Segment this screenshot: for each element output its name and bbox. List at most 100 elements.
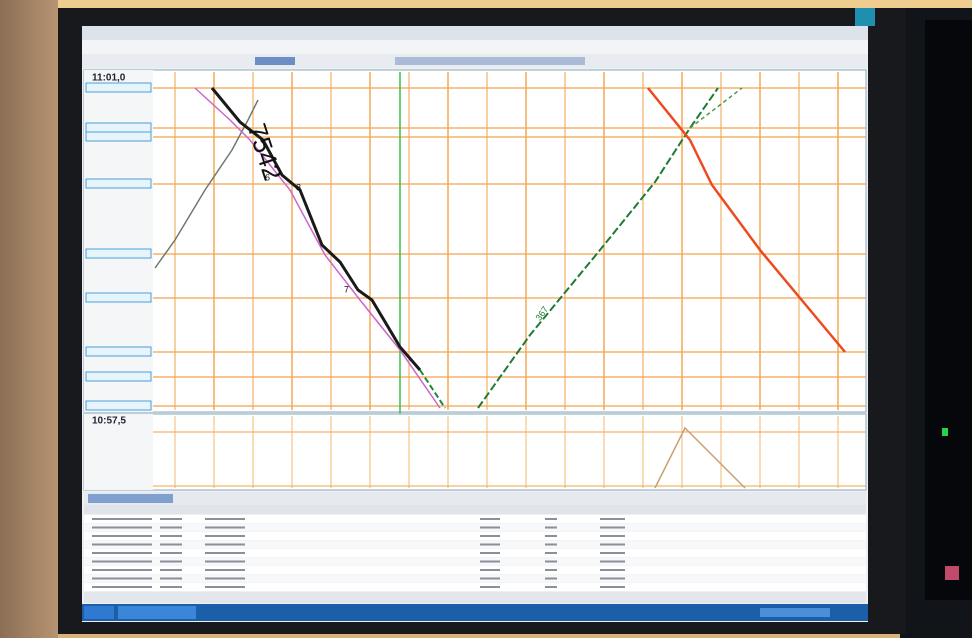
log-cell xyxy=(600,586,625,588)
log-cell xyxy=(480,544,500,546)
station-box xyxy=(86,123,151,132)
log-row xyxy=(84,515,866,523)
log-cell xyxy=(600,544,625,546)
side-icon xyxy=(945,566,959,580)
log-cell xyxy=(205,586,245,588)
left-wall xyxy=(0,0,58,638)
log-cell xyxy=(92,586,152,588)
log-cell xyxy=(480,586,500,588)
log-cell xyxy=(480,552,500,554)
log-cell xyxy=(160,527,182,529)
log-cell xyxy=(480,561,500,563)
graph-panel xyxy=(84,70,866,412)
log-cell xyxy=(92,561,152,563)
log-rows xyxy=(84,515,866,591)
start-button[interactable] xyxy=(84,606,114,619)
log-cell xyxy=(545,569,557,571)
log-cell xyxy=(480,535,500,537)
log-cell xyxy=(480,578,500,580)
log-cell xyxy=(480,527,500,529)
log-cell xyxy=(160,569,182,571)
log-cell xyxy=(160,535,182,537)
log-cell xyxy=(600,535,625,537)
log-row xyxy=(84,549,866,557)
side-screen xyxy=(925,20,972,600)
station-box xyxy=(86,179,151,188)
log-cell xyxy=(92,578,152,580)
toolbar-icons[interactable] xyxy=(395,57,585,65)
log-cell xyxy=(160,561,182,563)
station-box xyxy=(86,401,151,410)
taskbar-app[interactable] xyxy=(118,606,196,619)
log-toolbar xyxy=(84,492,866,505)
clock: 11:01,0 xyxy=(92,73,126,84)
log-cell xyxy=(205,561,245,563)
menu-bar xyxy=(82,40,868,54)
log-cell xyxy=(205,552,245,554)
log-cell xyxy=(545,586,557,588)
title-bar xyxy=(82,26,868,40)
log-row xyxy=(84,575,866,583)
log-cell xyxy=(92,552,152,554)
log-cell xyxy=(205,569,245,571)
log-cell xyxy=(545,527,557,529)
status-bar xyxy=(84,592,866,603)
log-row xyxy=(84,532,866,540)
log-cell xyxy=(205,544,245,546)
photo: 11:01,0 7542 367 6 8 7 10:57,5 xyxy=(0,0,972,638)
station-box xyxy=(86,372,151,381)
log-row xyxy=(84,583,866,591)
log-cell xyxy=(480,518,500,520)
log-cell xyxy=(92,569,152,571)
bezel-sticker xyxy=(855,8,875,26)
log-cell xyxy=(92,518,152,520)
point-label: 7 xyxy=(344,284,349,294)
log-row xyxy=(84,566,866,574)
log-cell xyxy=(205,535,245,537)
station-box xyxy=(86,293,151,302)
log-header xyxy=(84,505,866,514)
log-cell xyxy=(545,578,557,580)
log-cell xyxy=(600,527,625,529)
log-cell xyxy=(160,518,182,520)
taskbar xyxy=(82,604,868,621)
side-indicator xyxy=(942,428,948,436)
log-row xyxy=(84,524,866,532)
log-cell xyxy=(92,535,152,537)
log-row xyxy=(84,541,866,549)
log-cell xyxy=(600,552,625,554)
station-box xyxy=(86,249,151,258)
log-cell xyxy=(545,518,557,520)
tray-icons[interactable] xyxy=(760,608,830,617)
lower-panel xyxy=(84,414,866,490)
log-cell xyxy=(600,518,625,520)
log-cell xyxy=(545,544,557,546)
log-cell xyxy=(160,578,182,580)
toolbar-icons[interactable] xyxy=(255,57,295,65)
log-cell xyxy=(205,578,245,580)
log-cell xyxy=(600,569,625,571)
station-box xyxy=(86,347,151,356)
log-cell xyxy=(160,586,182,588)
log-cell xyxy=(92,544,152,546)
log-cell xyxy=(600,578,625,580)
screen: 11:01,0 7542 367 6 8 7 10:57,5 xyxy=(82,26,868,622)
log-cell xyxy=(545,561,557,563)
log-row xyxy=(84,558,866,566)
point-label: 6 xyxy=(265,172,270,182)
log-cell xyxy=(160,552,182,554)
log-cell xyxy=(545,535,557,537)
log-buttons[interactable] xyxy=(88,494,173,503)
station-box xyxy=(86,83,151,92)
log-cell xyxy=(205,527,245,529)
log-cell xyxy=(205,518,245,520)
log-cell xyxy=(545,552,557,554)
lower-clock: 10:57,5 xyxy=(92,416,126,427)
log-cell xyxy=(600,561,625,563)
log-cell xyxy=(160,544,182,546)
station-panel xyxy=(84,70,153,412)
log-cell xyxy=(92,527,152,529)
point-label: 8 xyxy=(296,182,301,192)
station-box xyxy=(86,132,151,141)
log-cell xyxy=(480,569,500,571)
